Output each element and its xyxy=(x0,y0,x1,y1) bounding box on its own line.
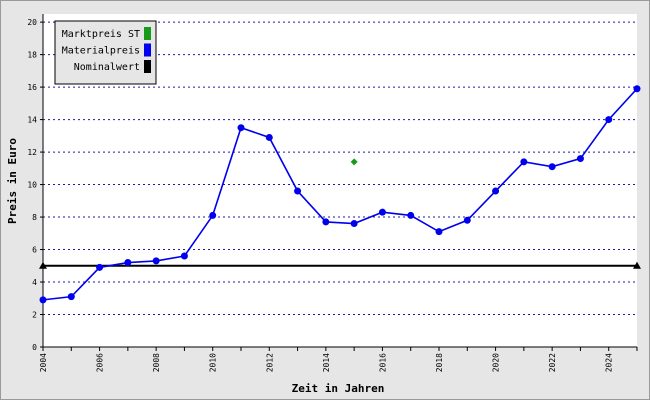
y-tick-label-16: 16 xyxy=(27,83,37,92)
materialpreis-point-2017 xyxy=(407,211,415,219)
x-tick-label-2014: 2014 xyxy=(322,353,331,372)
materialpreis-point-2013 xyxy=(294,187,302,195)
grid-lines xyxy=(43,21,637,316)
y-tick-label-18: 18 xyxy=(27,51,37,60)
x-tick-label-2018: 2018 xyxy=(435,353,444,372)
nominalwert-marker-0 xyxy=(39,261,47,269)
materialpreis-point-2016 xyxy=(378,208,386,216)
legend-swatch-marktpreis-st xyxy=(144,27,151,40)
materialpreis-point-2005 xyxy=(67,293,75,301)
x-tick-label-2010: 2010 xyxy=(209,353,218,372)
x-axis-ticks: 2004 2006 2008 2010 2012 2014 2016 2018 2020 2022… xyxy=(39,347,638,372)
materialpreis-line xyxy=(42,88,638,301)
y-tick-label-4: 4 xyxy=(32,278,37,287)
legend-label-materialpreis: Materialpreis xyxy=(62,46,140,57)
y-tick-label-2: 2 xyxy=(32,311,37,320)
x-tick-label-2004: 2004 xyxy=(39,353,48,372)
legend-box xyxy=(54,20,157,85)
materialpreis-point-2023 xyxy=(576,155,584,163)
y-tick-label-10: 10 xyxy=(27,181,37,190)
legend-label-marktpreis-st: Marktpreis ST xyxy=(62,29,140,40)
materialpreis-point-2015 xyxy=(350,220,358,228)
materialpreis-point-2018 xyxy=(435,228,443,236)
legend-swatch-nominalwert xyxy=(144,60,151,73)
materialpreis-point-2006 xyxy=(96,263,104,271)
x-axis-title: Zeit in Jahren xyxy=(292,382,385,395)
x-tick-label-2016: 2016 xyxy=(378,353,387,372)
y-tick-label-6: 6 xyxy=(32,246,37,255)
y-axis-title: Preis in Euro xyxy=(6,138,19,224)
legend-label-nominalwert: Nominalwert xyxy=(74,62,140,73)
marktpreis-point-2015 xyxy=(350,158,358,166)
materialpreis-point-2010 xyxy=(209,211,217,219)
x-tick-label-2020: 2020 xyxy=(492,353,501,372)
materialpreis-point-2008 xyxy=(152,257,160,265)
materialpreis-point-2024 xyxy=(605,116,613,124)
y-tick-label-20: 20 xyxy=(27,18,37,27)
legend: Marktpreis ST Materialpreis Nominalwert xyxy=(54,20,157,85)
materialpreis-point-2020 xyxy=(492,187,500,195)
materialpreis-point-2011 xyxy=(237,124,245,132)
materialpreis-point-2025 xyxy=(633,85,641,93)
materialpreis-point-2019 xyxy=(463,216,471,224)
materialpreis-point-2022 xyxy=(548,163,556,171)
materialpreis-point-2009 xyxy=(180,252,188,260)
y-tick-label-8: 8 xyxy=(32,213,37,222)
materialpreis-point-2004 xyxy=(39,296,47,304)
x-tick-label-2008: 2008 xyxy=(152,353,161,372)
materialpreis-point-2012 xyxy=(265,133,273,141)
y-tick-label-12: 12 xyxy=(27,148,37,157)
y-tick-label-0: 0 xyxy=(32,343,37,352)
y-tick-label-14: 14 xyxy=(27,116,37,125)
materialpreis-point-2021 xyxy=(520,158,528,166)
legend-swatch-materialpreis xyxy=(144,43,151,57)
x-tick-label-2022: 2022 xyxy=(548,353,557,372)
materialpreis-point-2007 xyxy=(124,259,132,267)
materialpreis-point-2014 xyxy=(322,218,330,226)
series-layer xyxy=(39,85,641,304)
x-tick-label-2012: 2012 xyxy=(265,353,274,372)
x-tick-label-2024: 2024 xyxy=(605,353,614,372)
nominalwert-marker-1 xyxy=(633,261,641,269)
x-tick-label-2006: 2006 xyxy=(96,353,105,372)
